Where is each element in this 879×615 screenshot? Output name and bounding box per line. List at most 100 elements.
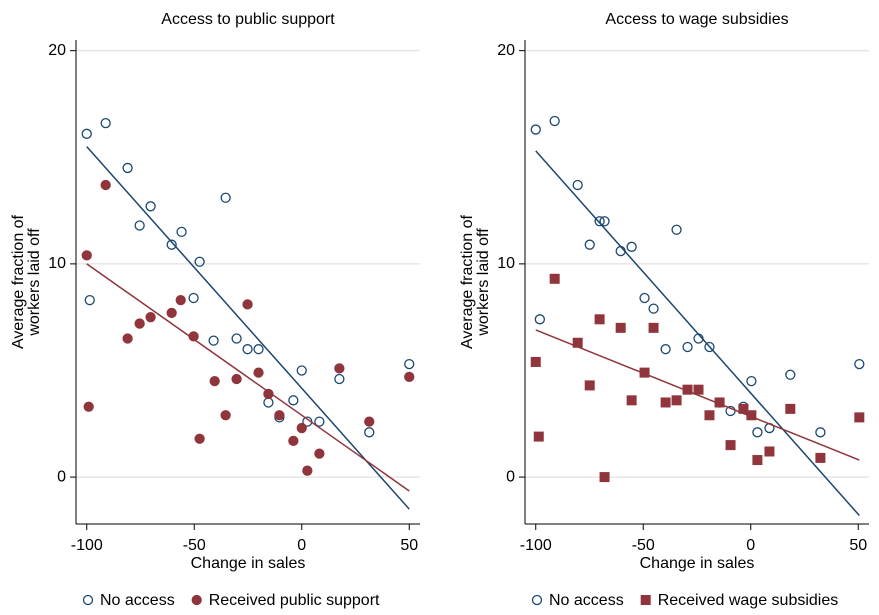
marker (752, 427, 763, 438)
marker (746, 410, 757, 421)
marker (364, 416, 375, 427)
marker (334, 373, 345, 385)
marker (594, 314, 605, 325)
chart-title: Access to public support (161, 11, 335, 28)
x-tick-label: 0 (746, 537, 755, 554)
marker (785, 403, 796, 414)
x-tick-label: 50 (400, 537, 418, 554)
marker (764, 446, 775, 457)
marker (704, 410, 715, 421)
marker (253, 344, 264, 355)
marker (231, 373, 242, 385)
marker (725, 405, 736, 417)
x-tick-label: 50 (849, 537, 867, 554)
marker (166, 307, 177, 319)
marker (626, 241, 637, 252)
marker (660, 344, 671, 355)
marker (194, 433, 205, 444)
marker (660, 397, 671, 408)
marker (671, 224, 682, 235)
marker (134, 318, 145, 329)
x-axis-label: Change in sales (191, 555, 306, 572)
marker (599, 216, 610, 227)
marker (253, 367, 264, 378)
chart-title: Access to wage subsidies (605, 11, 788, 28)
marker (220, 410, 231, 421)
marker (738, 403, 749, 414)
x-axis-label: Change in sales (640, 555, 755, 572)
marker (83, 401, 94, 412)
marker (274, 410, 285, 421)
marker (594, 216, 605, 227)
marker (704, 341, 715, 353)
y-tick-label: 10 (497, 255, 515, 272)
marker (533, 431, 544, 442)
marker (530, 356, 541, 367)
marker (220, 192, 231, 203)
y-tick-label: 0 (506, 468, 515, 485)
marker (263, 397, 274, 408)
y-tick-label: 20 (48, 42, 66, 59)
marker (725, 440, 736, 451)
marker (208, 335, 219, 346)
marker (785, 369, 796, 380)
marker (334, 363, 345, 374)
marker (534, 314, 545, 325)
legend-label: No access (549, 592, 624, 609)
marker (404, 358, 415, 370)
y-tick-label: 0 (57, 468, 66, 485)
marker (166, 239, 177, 250)
legend-label: No access (100, 592, 175, 609)
y-tick-label: 20 (497, 42, 515, 59)
marker (145, 201, 156, 212)
marker (639, 367, 650, 378)
x-tick-label: 0 (297, 537, 306, 554)
marker (682, 384, 693, 395)
y-axis-label: Average fraction of (10, 214, 27, 349)
legend-marker (640, 595, 651, 605)
legend-marker (191, 594, 202, 606)
marker (188, 292, 199, 304)
marker (134, 220, 145, 231)
marker (263, 388, 274, 400)
marker (572, 337, 583, 348)
marker (209, 375, 220, 387)
marker (404, 371, 415, 383)
legend-marker (82, 594, 94, 606)
marker (530, 124, 541, 135)
x-tick-label: -50 (632, 537, 655, 554)
fit-line (535, 150, 860, 516)
marker (145, 312, 156, 323)
marker (364, 427, 375, 438)
marker (231, 333, 242, 344)
marker (242, 344, 253, 355)
marker (84, 294, 95, 306)
marker (648, 303, 659, 314)
fit-line (86, 146, 410, 510)
marker (615, 322, 626, 333)
marker (175, 294, 186, 306)
marker (572, 179, 583, 191)
fit-line (535, 329, 860, 461)
marker (296, 422, 307, 434)
marker (584, 239, 595, 250)
fit-line (86, 263, 410, 492)
marker (693, 384, 704, 395)
marker (549, 273, 560, 284)
marker (549, 115, 560, 127)
y-axis-label: Average fraction of (459, 214, 476, 349)
y-axis-label: workers laid off (26, 228, 43, 337)
marker (194, 256, 205, 267)
marker (314, 448, 325, 459)
marker (81, 128, 92, 139)
marker (122, 333, 133, 344)
y-tick-label: 10 (48, 255, 66, 272)
marker (648, 322, 659, 333)
marker (100, 179, 111, 191)
marker (288, 395, 299, 406)
legend-label: Received wage subsidies (658, 592, 839, 609)
marker (242, 299, 253, 310)
x-tick-label: -50 (183, 537, 206, 554)
marker (296, 365, 307, 376)
